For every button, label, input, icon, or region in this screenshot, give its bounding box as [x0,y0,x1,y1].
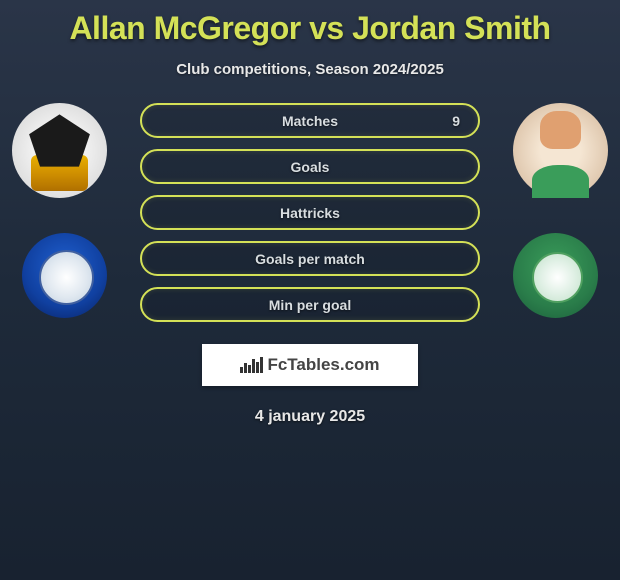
page-subtitle: Club competitions, Season 2024/2025 [0,61,620,78]
stat-row-min-per-goal: Min per goal [140,287,480,322]
club-a-badge-icon [22,233,107,318]
stat-label: Matches [282,113,338,129]
stat-label: Goals [291,159,330,175]
stat-row-goals: Goals [140,149,480,184]
page-title: Allan McGregor vs Jordan Smith [0,0,620,47]
comparison-area: Matches 9 Goals Hattricks Goals per matc… [0,103,620,426]
stat-label: Hattricks [280,205,340,221]
brand-box: FcTables.com [202,344,418,386]
stat-row-hattricks: Hattricks [140,195,480,230]
stat-label: Min per goal [269,297,351,313]
bar-chart-icon [240,357,263,373]
stat-row-goals-per-match: Goals per match [140,241,480,276]
club-b-badge-icon [513,233,598,318]
date-line: 4 january 2025 [0,408,620,426]
stat-label: Goals per match [255,251,365,267]
player-a-badge-icon [12,103,107,198]
stat-value-right: 9 [452,113,460,129]
stat-row-matches: Matches 9 [140,103,480,138]
brand-text: FcTables.com [267,355,379,375]
player-b-photo-icon [513,103,608,198]
